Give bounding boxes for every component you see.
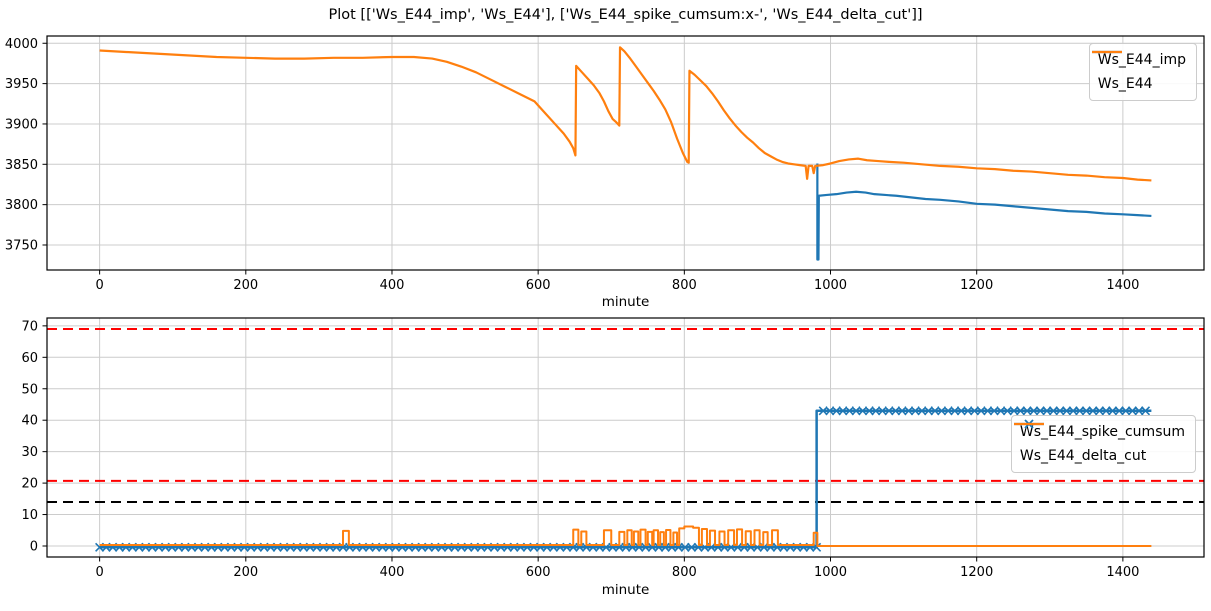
y-tick-label: 30 xyxy=(21,445,38,460)
series-Ws_E44 xyxy=(99,46,1152,182)
legend-item: Ws_E44_delta_cut xyxy=(1013,422,1185,468)
bottom-axes: 0 200 400 600 800 1000 1200 1400 0 10 20 30 40 50 60 70… xyxy=(21,317,1205,580)
plot-canvas: 0 200 400 600 800 1000 1200 1400 3750 3800 3850 390… xyxy=(5,35,1205,293)
top-xaxis-label: minute xyxy=(601,294,650,310)
legend: Ws_E44_spike_cumsum Ws_E44_delta_cut xyxy=(1010,415,1196,473)
x-tick-label: 200 xyxy=(233,565,258,580)
x-tick-label: 600 xyxy=(526,278,551,293)
x-tick-label: 1200 xyxy=(960,278,993,293)
y-tick-label: 3950 xyxy=(5,77,38,92)
plot-canvas: 0 200 400 600 800 1000 1200 1400 0 10 20 30 40 50 60 70 xyxy=(21,317,1205,580)
series-Ws_E44_delta_cut xyxy=(99,525,1152,547)
y-tick-label: 10 xyxy=(21,508,38,523)
series-Ws_E44_spike_cumsum xyxy=(99,409,1152,549)
x-tick-label: 1400 xyxy=(1106,278,1139,293)
y-tick-label: 60 xyxy=(21,351,38,366)
x-tick-label: 0 xyxy=(95,278,103,293)
x-tick-label: 800 xyxy=(672,278,697,293)
y-tick-label: 50 xyxy=(21,382,38,397)
legend-swatch-line xyxy=(1013,422,1044,426)
legend-label: Ws_E44 xyxy=(1097,76,1153,92)
bottom-xaxis-label: minute xyxy=(601,582,650,598)
y-tick-label: 20 xyxy=(21,477,38,492)
y-tick-label: 3800 xyxy=(5,198,38,213)
x-tick-label: 1000 xyxy=(814,278,847,293)
legend-label: Ws_E44_spike_cumsum xyxy=(1019,424,1185,440)
x-tick-label: 200 xyxy=(233,278,258,293)
x-tick-label: 600 xyxy=(526,565,551,580)
y-tick-label: 3850 xyxy=(5,158,38,173)
x-tick-label: 400 xyxy=(380,565,405,580)
x-tick-label: 400 xyxy=(380,278,405,293)
chart-title: Plot [['Ws_E44_imp', 'Ws_E44'], ['Ws_E44… xyxy=(328,7,923,23)
x-tick-label: 1000 xyxy=(814,565,847,580)
top-axes: 0 200 400 600 800 1000 1200 1400 3750 3800 3850 390… xyxy=(5,35,1205,293)
legend: Ws_E44_imp Ws_E44 xyxy=(1088,43,1197,101)
legend-label: Ws_E44_imp xyxy=(1097,52,1186,68)
y-tick-label: 40 xyxy=(21,414,38,429)
series-markers-Ws_E44_spike_cumsum xyxy=(95,406,1151,552)
axes-border xyxy=(46,35,1205,271)
y-tick-label: 70 xyxy=(21,319,38,334)
legend-item: Ws_E44 xyxy=(1091,50,1186,96)
y-tick-label: 4000 xyxy=(5,37,38,52)
x-tick-label: 800 xyxy=(672,565,697,580)
x-tick-label: 0 xyxy=(95,565,103,580)
x-tick-label: 1200 xyxy=(960,565,993,580)
y-tick-label: 3750 xyxy=(5,238,38,253)
series-Ws_E44_imp xyxy=(816,163,1152,261)
y-tick-label: 3900 xyxy=(5,117,38,132)
axes-border xyxy=(46,317,1205,558)
y-tick-label: 0 xyxy=(30,539,38,554)
x-tick-label: 1400 xyxy=(1106,565,1139,580)
legend-swatch-line xyxy=(1091,50,1122,54)
legend-label: Ws_E44_delta_cut xyxy=(1019,448,1147,464)
